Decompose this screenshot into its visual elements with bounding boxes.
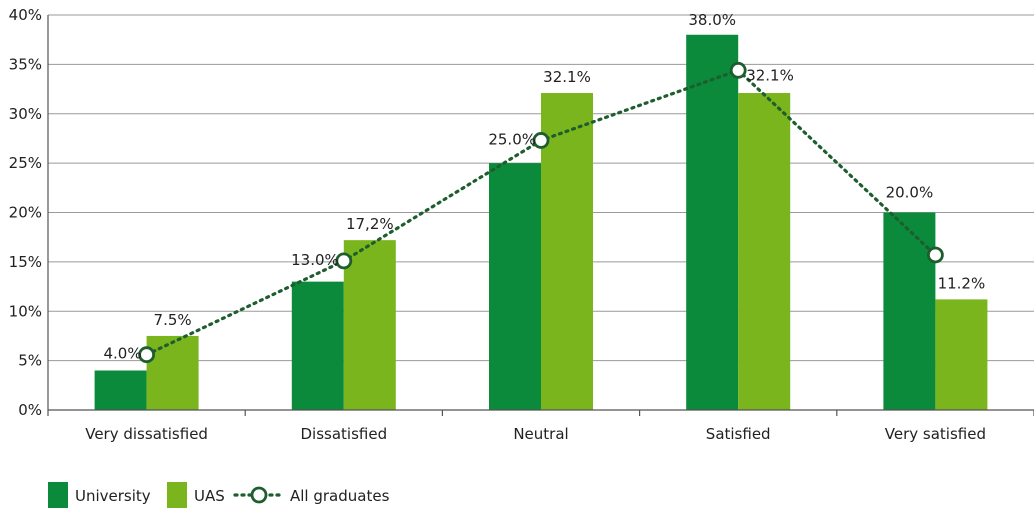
legend-label-all-graduates: All graduates [290, 487, 390, 505]
y-tick-label: 25% [9, 154, 42, 172]
x-axis: Very dissatisfied Dissatisfied Neutral Sati… [47, 409, 1034, 443]
y-tick-label: 30% [9, 105, 42, 123]
data-labels: 4.0% 13.0% 25.0% 38.0% 20.0% 7.5% 17,2% 32.1% 32… [103, 11, 985, 363]
all-graduates-point [729, 61, 747, 79]
bar-uas [935, 299, 988, 410]
legend-swatch-university [48, 482, 68, 508]
legend-swatch-uas [167, 482, 187, 508]
y-tick-label: 0% [18, 401, 42, 419]
data-label-university: 13.0% [291, 251, 339, 269]
all-graduates-point [138, 346, 156, 364]
bar-uas [738, 93, 791, 410]
bar-university [291, 281, 344, 410]
all-graduates-line [138, 61, 944, 364]
x-tick-label: Neutral [513, 425, 568, 443]
bar-university [94, 370, 147, 410]
y-tick-label: 40% [9, 6, 42, 24]
y-tick-label: 10% [9, 302, 42, 320]
y-tick-label: 20% [9, 204, 42, 222]
bars [94, 34, 988, 410]
x-tick-label: Very dissatisfied [85, 425, 208, 443]
bar-university [686, 34, 739, 410]
data-label-university: 4.0% [103, 345, 141, 363]
all-graduates-point [532, 132, 550, 149]
data-label-uas: 7.5% [154, 311, 192, 329]
x-tick-label: Very satisfied [885, 425, 986, 443]
all-graduates-point [335, 252, 353, 270]
bar-uas [343, 240, 396, 410]
legend: University UAS All graduates [48, 482, 390, 508]
data-label-university: 38.0% [688, 11, 736, 29]
bar-university [883, 212, 936, 410]
bar-uas [146, 335, 199, 410]
y-axis: 0% 5% 10% 15% 20% 25% 30% 35% 40% [9, 6, 49, 419]
y-tick-label: 35% [9, 55, 42, 73]
x-tick-label: Satisfied [706, 425, 771, 443]
legend-label-university: University [75, 487, 151, 505]
all-graduates-point [927, 246, 944, 264]
x-tick-label: Dissatisfied [300, 425, 387, 443]
data-label-uas: 17,2% [346, 215, 394, 233]
y-tick-label: 15% [9, 253, 42, 271]
legend-marker-all-graduates [250, 486, 268, 504]
data-label-university: 20.0% [886, 184, 934, 202]
bar-university [489, 163, 541, 410]
data-label-uas: 32.1% [746, 66, 794, 84]
data-label-uas: 11.2% [938, 274, 986, 292]
y-tick-label: 5% [18, 352, 42, 370]
legend-label-uas: UAS [194, 487, 225, 505]
data-label-uas: 32.1% [543, 68, 591, 86]
bar-uas [541, 93, 593, 410]
data-label-university: 25.0% [488, 130, 536, 148]
